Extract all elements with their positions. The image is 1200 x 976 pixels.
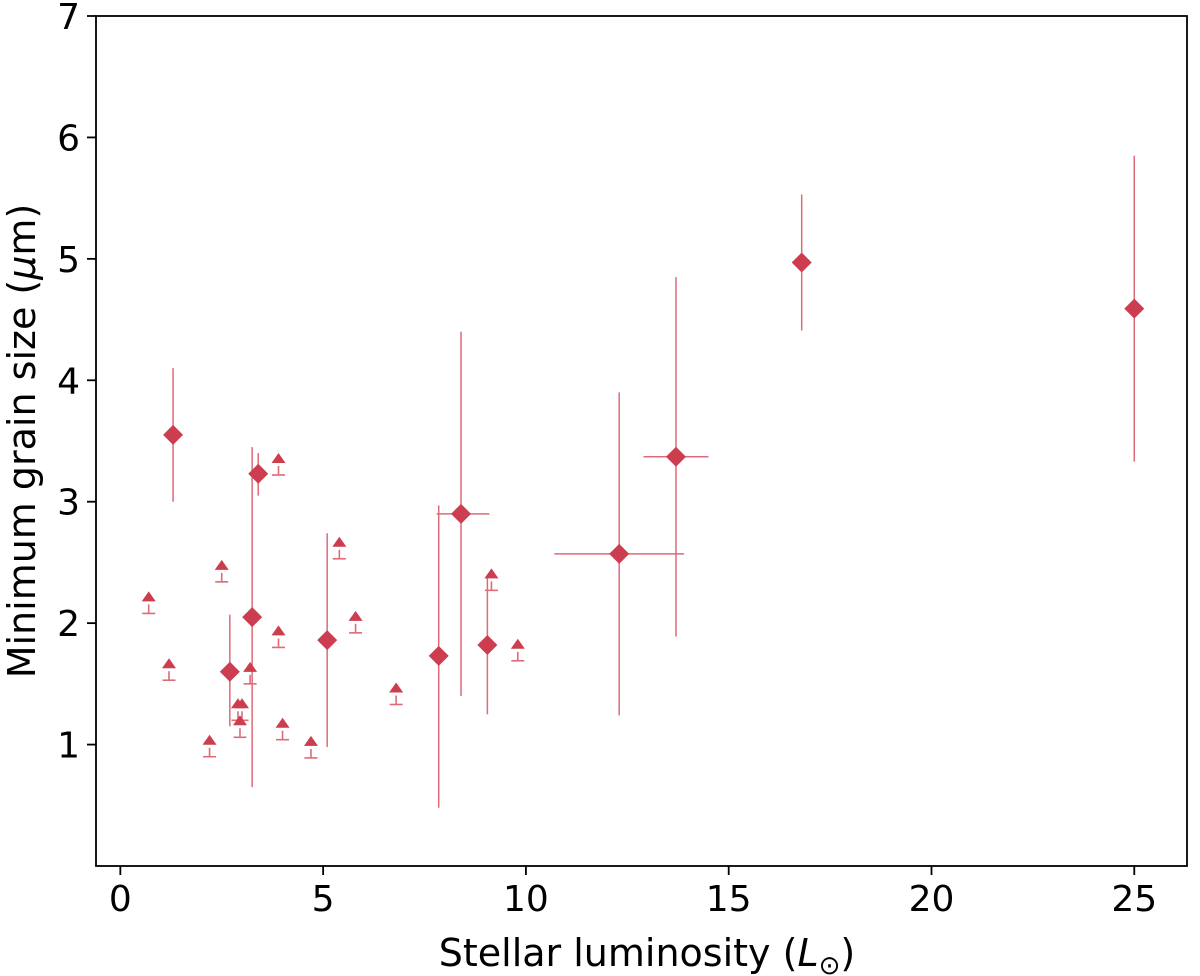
y-axis-label-text: Minimum grain size ( — [0, 280, 44, 679]
lower-limits-layer — [141, 453, 525, 759]
diamond-marker — [451, 503, 472, 524]
lower-limit-arrow — [271, 453, 286, 463]
diamond-marker — [163, 424, 184, 445]
lower-limit-arrow — [484, 568, 499, 579]
y-axis: 1 2 3 4 5 6 7 — [57, 0, 96, 767]
diamond-marker — [477, 635, 498, 655]
diamond-marker — [428, 645, 449, 666]
lower-limit-arrow — [389, 682, 404, 693]
diamond-marker — [791, 252, 812, 273]
lower-limit-arrow — [214, 559, 229, 570]
x-axis-label-text: Stellar luminosity ( — [439, 931, 798, 975]
y-tick-label: 1 — [57, 726, 80, 767]
plot-frame — [95, 15, 1188, 867]
y-tick-label: 4 — [57, 361, 80, 402]
y-axis-label-close: m) — [0, 204, 44, 256]
x-tick-label: 25 — [1111, 879, 1157, 920]
diamond-marker — [219, 661, 240, 682]
diamond-marker — [242, 607, 263, 628]
y-tick-label: 6 — [57, 118, 80, 159]
diamond-marker — [248, 463, 269, 484]
x-tick-label: 10 — [503, 879, 549, 920]
lower-limit-arrow — [332, 536, 347, 547]
x-axis-label-symbol: L — [797, 931, 818, 975]
y-tick-label: 5 — [57, 240, 80, 281]
x-axis-label-close: ) — [840, 931, 855, 975]
lower-limit-arrow — [510, 638, 525, 649]
x-tick-label: 0 — [109, 879, 132, 920]
x-tick-label: 20 — [909, 879, 955, 920]
x-tick-label: 5 — [312, 879, 335, 920]
y-tick-label: 3 — [57, 483, 80, 524]
y-axis-label: Minimum grain size (μm) — [0, 204, 44, 679]
x-axis-label-subscript: ⊙ — [819, 951, 841, 976]
error-bars-layer — [172, 155, 1136, 808]
x-tick-label: 15 — [706, 879, 752, 920]
diamond-marker — [609, 543, 630, 564]
lower-limit-arrow — [235, 698, 250, 709]
lower-limit-arrow — [348, 610, 363, 621]
x-axis-label: Stellar luminosity (L⊙) — [439, 931, 856, 976]
markers-layer — [163, 252, 1145, 682]
lower-limit-arrow — [303, 735, 318, 746]
lower-limit-arrow — [243, 661, 258, 672]
y-axis-label-symbol: μ — [0, 256, 44, 281]
lower-limit-arrow — [232, 715, 247, 726]
y-tick-label: 2 — [57, 604, 80, 645]
diamond-marker — [665, 446, 686, 467]
x-axis: 0 5 10 15 20 25 — [109, 866, 1157, 920]
diamond-marker — [317, 630, 338, 651]
lower-limit-arrow — [275, 717, 290, 728]
y-tick-label: 7 — [57, 0, 80, 38]
lower-limit-arrow — [141, 591, 156, 602]
lower-limit-arrow — [162, 658, 177, 669]
diamond-marker — [1124, 298, 1145, 319]
lower-limit-arrow — [271, 625, 286, 636]
lower-limit-arrow — [202, 734, 217, 745]
